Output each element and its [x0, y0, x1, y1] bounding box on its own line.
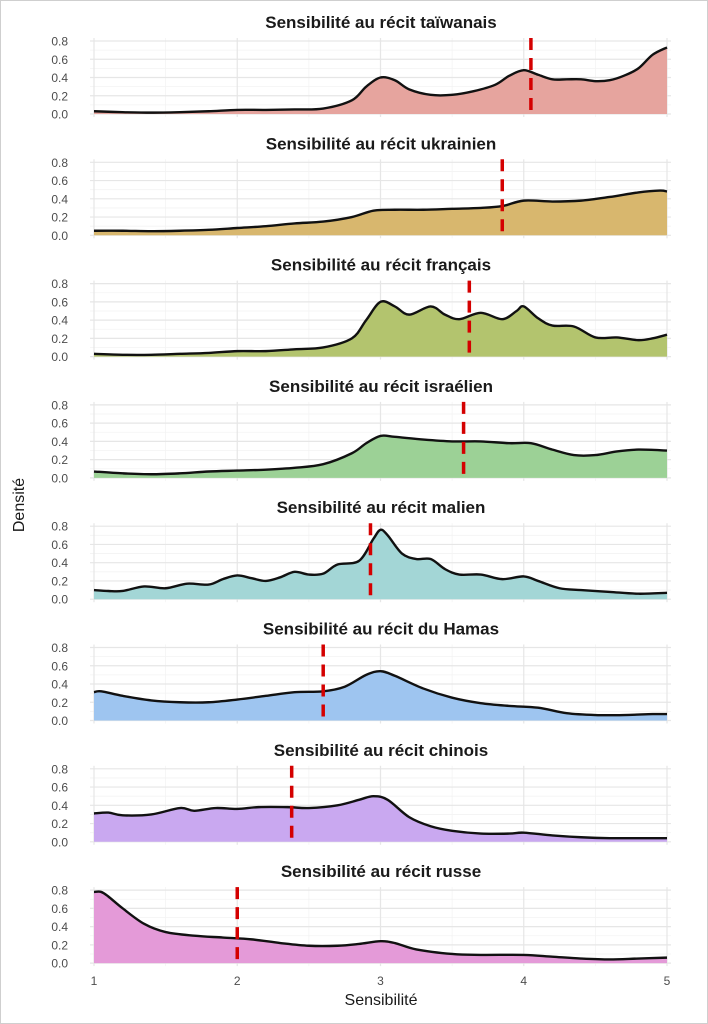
- panel-title: Sensibilité au récit russe: [281, 862, 481, 881]
- density-curve: [93, 890, 668, 961]
- density-curve: [93, 189, 668, 233]
- y-tick-label: 0.8: [51, 35, 68, 49]
- y-tick-label: 0.0: [51, 593, 68, 607]
- x-axis: 1 2 3 4 5: [91, 974, 671, 988]
- x-tick-label: 4: [520, 974, 527, 988]
- y-tick-label: 0.6: [51, 781, 68, 795]
- y-tick-label: 0.0: [51, 714, 68, 728]
- panel-title: Sensibilité au récit israélien: [269, 377, 493, 396]
- y-tick-label: 0.4: [51, 71, 68, 85]
- y-tick-label: 0.8: [51, 398, 68, 412]
- y-tick-label: 0.2: [51, 453, 68, 467]
- y-tick-label: 0.4: [51, 678, 68, 692]
- y-tick-label: 0.8: [51, 884, 68, 898]
- y-tick-label: 0.0: [51, 957, 68, 971]
- y-tick-label: 0.2: [51, 211, 68, 225]
- density-curve: [93, 670, 668, 717]
- panel-title: Sensibilité au récit taïwanais: [265, 13, 496, 32]
- density-area: [94, 435, 667, 478]
- y-tick-label: 0.8: [51, 277, 68, 291]
- density-panel: 0.0 0.2 0.4 0.6 0.8 Sensibilité au récit fran…: [51, 256, 671, 364]
- y-tick-label: 0.2: [51, 817, 68, 831]
- y-tick-label: 0.2: [51, 938, 68, 952]
- y-tick-label: 0.4: [51, 314, 68, 328]
- density-curve: [93, 528, 668, 595]
- y-tick-label: 0.2: [51, 696, 68, 710]
- y-tick-label: 0.0: [51, 835, 68, 849]
- y-tick-label: 0.4: [51, 920, 68, 934]
- density-area: [94, 529, 667, 600]
- y-tick-label: 0.2: [51, 89, 68, 103]
- y-tick-label: 0.8: [51, 520, 68, 534]
- density-curve: [93, 300, 668, 357]
- y-tick-label: 0.6: [51, 295, 68, 309]
- y-tick-label: 0.4: [51, 556, 68, 570]
- density-curve: [93, 794, 667, 840]
- y-tick-label: 0.8: [51, 156, 68, 170]
- panel-title: Sensibilité au récit chinois: [274, 741, 488, 760]
- density-panel: 0.0 0.2 0.4 0.6 0.8 Sensibilité au récit isra…: [51, 377, 671, 485]
- density-panel: 0.0 0.2 0.4 0.6 0.8 Sensibilité au récit russ…: [51, 862, 671, 971]
- x-tick-label: 3: [377, 974, 384, 988]
- panel-title: Sensibilité au récit du Hamas: [263, 620, 499, 639]
- chart-panels: 0.0 0.2 0.4 0.6 0.8 Sensibilité au récit taïw…: [51, 13, 671, 971]
- density-curve: [93, 434, 668, 476]
- density-curve: [93, 46, 668, 114]
- x-tick-label: 1: [91, 974, 98, 988]
- x-axis-title: Sensibilité: [345, 992, 418, 1009]
- density-panel: 0.0 0.2 0.4 0.6 0.8 Sensibilité au récit chin…: [51, 741, 671, 849]
- density-area: [94, 47, 667, 114]
- density-area: [94, 891, 667, 964]
- y-tick-label: 0.4: [51, 435, 68, 449]
- density-area: [94, 301, 667, 357]
- x-tick-label: 2: [234, 974, 241, 988]
- y-tick-label: 0.6: [51, 417, 68, 431]
- density-panel: 0.0 0.2 0.4 0.6 0.8 Sensibilité au récit taïw…: [51, 13, 671, 122]
- y-tick-label: 0.0: [51, 108, 68, 122]
- density-area: [94, 671, 667, 721]
- panel-title: Sensibilité au récit ukrainien: [266, 134, 497, 153]
- density-area: [94, 796, 667, 842]
- density-panel: 0.0 0.2 0.4 0.6 0.8 Sensibilité au récit ukra…: [51, 134, 671, 243]
- y-tick-label: 0.6: [51, 174, 68, 188]
- y-tick-label: 0.6: [51, 902, 68, 916]
- panel-title: Sensibilité au récit français: [271, 256, 491, 275]
- y-tick-label: 0.2: [51, 574, 68, 588]
- density-panel: 0.0 0.2 0.4 0.6 0.8 Sensibilité au récit mali…: [51, 498, 671, 607]
- y-tick-label: 0.0: [51, 350, 68, 364]
- y-tick-label: 0.2: [51, 332, 68, 346]
- y-tick-label: 0.0: [51, 229, 68, 243]
- y-tick-label: 0.6: [51, 538, 68, 552]
- y-tick-label: 0.4: [51, 799, 68, 813]
- y-axis-title: Densité: [11, 478, 28, 532]
- y-tick-label: 0.8: [51, 762, 68, 776]
- y-tick-label: 0.4: [51, 192, 68, 206]
- y-tick-label: 0.6: [51, 53, 68, 67]
- x-tick-label: 5: [664, 974, 671, 988]
- y-tick-label: 0.6: [51, 659, 68, 673]
- y-tick-label: 0.0: [51, 471, 68, 485]
- y-tick-label: 0.8: [51, 641, 68, 655]
- density-panel: 0.0 0.2 0.4 0.6 0.8 Sensibilité au récit du H…: [51, 620, 671, 728]
- panel-title: Sensibilité au récit malien: [277, 498, 486, 517]
